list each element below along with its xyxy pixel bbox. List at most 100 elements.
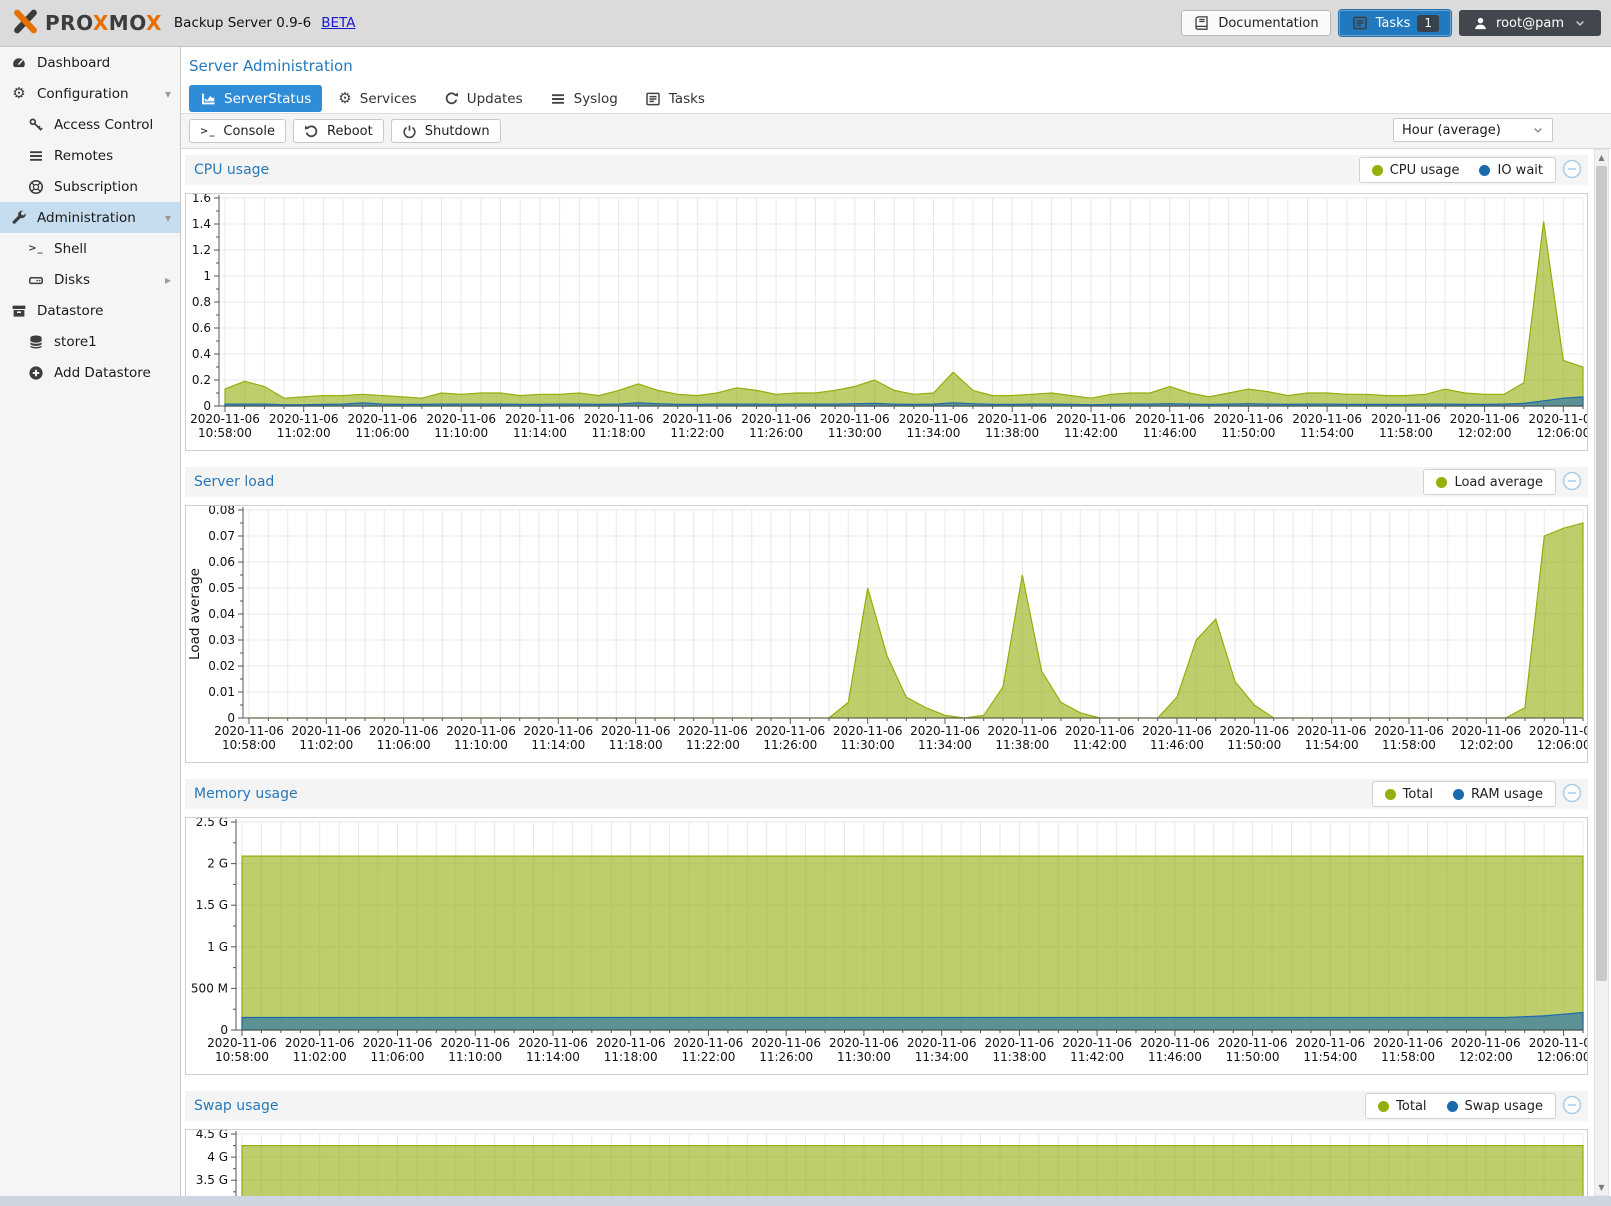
svg-text:11:18:00: 11:18:00 xyxy=(609,738,663,752)
svg-text:0.2: 0.2 xyxy=(192,373,211,387)
legend: Total Swap usage xyxy=(1365,1093,1556,1119)
panel-title: CPU usage xyxy=(194,162,270,178)
svg-text:1.4: 1.4 xyxy=(192,217,211,231)
list-icon xyxy=(27,148,45,164)
book-icon xyxy=(1193,15,1211,31)
caret-down-icon[interactable]: ▾ xyxy=(164,210,171,225)
svg-text:11:50:00: 11:50:00 xyxy=(1227,738,1281,752)
svg-text:11:06:00: 11:06:00 xyxy=(371,1050,425,1064)
svg-text:11:50:00: 11:50:00 xyxy=(1226,1050,1280,1064)
sidebar-item-label: store1 xyxy=(54,333,97,350)
svg-text:2020-11-06: 2020-11-06 xyxy=(741,412,811,426)
chevron-down-icon xyxy=(1571,17,1589,29)
sidebar-item-disks[interactable]: Disks ▸ xyxy=(0,264,180,295)
tab-serverstatus[interactable]: ServerStatus xyxy=(189,85,323,112)
user-menu-button[interactable]: root@pam xyxy=(1459,10,1601,36)
database-icon xyxy=(27,334,45,350)
sidebar-item-shell[interactable]: >_ Shell xyxy=(0,233,180,264)
wrench-icon xyxy=(10,210,28,226)
svg-text:12:02:00: 12:02:00 xyxy=(1459,1050,1513,1064)
svg-text:2020-11-06: 2020-11-06 xyxy=(1056,412,1126,426)
vertical-scrollbar[interactable]: ▲ ▼ xyxy=(1594,149,1609,1196)
legend-dot-icon xyxy=(1479,164,1491,176)
scrollbar-thumb[interactable] xyxy=(1596,166,1607,981)
sidebar-item-add-datastore[interactable]: Add Datastore xyxy=(0,357,180,388)
svg-text:2020-11-06: 2020-11-06 xyxy=(369,724,439,738)
caret-down-icon[interactable]: ▾ xyxy=(164,86,171,101)
panel-title: Server load xyxy=(194,474,275,490)
sidebar-item-store1[interactable]: store1 xyxy=(0,326,180,357)
scroll-up-icon[interactable]: ▲ xyxy=(1598,153,1605,162)
svg-text:0: 0 xyxy=(220,1023,228,1037)
svg-text:11:14:00: 11:14:00 xyxy=(531,738,585,752)
scroll-down-icon[interactable]: ▼ xyxy=(1598,1183,1605,1192)
svg-text:11:46:00: 11:46:00 xyxy=(1148,1050,1202,1064)
svg-text:11:30:00: 11:30:00 xyxy=(837,1050,891,1064)
console-button[interactable]: >_ Console xyxy=(189,119,286,143)
sidebar-item-label: Remotes xyxy=(54,147,114,164)
terminal-icon: >_ xyxy=(200,125,216,137)
sidebar-item-configuration[interactable]: ⚙ Configuration ▾ xyxy=(0,78,180,109)
svg-text:0.05: 0.05 xyxy=(208,581,235,595)
tab-updates[interactable]: Updates xyxy=(433,85,534,112)
hdd-icon xyxy=(27,272,45,288)
memory-usage-panel: Memory usage Total RAM usage 0 500 M 1 G 1.5… xyxy=(185,779,1588,1075)
tasks-button[interactable]: Tasks 1 xyxy=(1338,10,1452,36)
tab-services[interactable]: ⚙ Services xyxy=(327,85,427,112)
svg-text:2020-11-06: 2020-11-06 xyxy=(1135,412,1205,426)
svg-text:2020-11-06: 2020-11-06 xyxy=(1371,412,1441,426)
svg-text:2020-11-06: 2020-11-06 xyxy=(977,412,1047,426)
sidebar-item-datastore[interactable]: Datastore xyxy=(0,295,180,326)
svg-text:2020-11-06: 2020-11-06 xyxy=(1295,1036,1365,1050)
terminal-icon: >_ xyxy=(28,243,44,254)
svg-text:2020-11-06: 2020-11-06 xyxy=(1065,724,1135,738)
svg-text:2020-11-06: 2020-11-06 xyxy=(674,1036,744,1050)
sidebar-item-access-control[interactable]: Access Control xyxy=(0,109,180,140)
svg-text:2020-11-06: 2020-11-06 xyxy=(1218,1036,1288,1050)
svg-text:2020-11-06: 2020-11-06 xyxy=(1062,1036,1132,1050)
svg-text:2020-11-06: 2020-11-06 xyxy=(1374,724,1444,738)
sidebar-item-dashboard[interactable]: Dashboard xyxy=(0,47,180,78)
svg-text:2020-11-06: 2020-11-06 xyxy=(426,412,496,426)
shutdown-label: Shutdown xyxy=(424,123,490,139)
collapse-icon[interactable] xyxy=(1562,159,1582,179)
time-range-select[interactable]: Hour (average) xyxy=(1393,118,1553,142)
svg-text:2020-11-06: 2020-11-06 xyxy=(440,1036,510,1050)
legend-dot-icon xyxy=(1384,788,1396,800)
svg-text:2020-11-06: 2020-11-06 xyxy=(363,1036,433,1050)
svg-text:1: 1 xyxy=(203,269,211,283)
svg-text:2020-11-06: 2020-11-06 xyxy=(820,412,890,426)
svg-text:500 M: 500 M xyxy=(191,981,228,995)
documentation-button[interactable]: Documentation xyxy=(1181,10,1331,36)
tab-tasks[interactable]: Tasks xyxy=(634,85,716,112)
svg-text:2020-11-06: 2020-11-06 xyxy=(518,1036,588,1050)
tasks-icon xyxy=(645,91,661,107)
sidebar-item-administration[interactable]: Administration ▾ xyxy=(0,202,180,233)
svg-text:11:34:00: 11:34:00 xyxy=(918,738,972,752)
collapse-icon[interactable] xyxy=(1562,471,1582,491)
sidebar-item-subscription[interactable]: Subscription xyxy=(0,171,180,202)
svg-text:11:06:00: 11:06:00 xyxy=(377,738,431,752)
svg-text:11:42:00: 11:42:00 xyxy=(1070,1050,1124,1064)
svg-text:2020-11-06: 2020-11-06 xyxy=(214,724,284,738)
svg-text:0.02: 0.02 xyxy=(208,659,235,673)
collapse-icon[interactable] xyxy=(1562,783,1582,803)
beta-link[interactable]: BETA xyxy=(321,15,356,31)
legend-item: Total xyxy=(1378,1099,1427,1114)
tachometer-icon xyxy=(10,55,28,71)
svg-text:11:06:00: 11:06:00 xyxy=(355,426,409,440)
collapse-icon[interactable] xyxy=(1562,1095,1582,1115)
sidebar-item-remotes[interactable]: Remotes xyxy=(0,140,180,171)
reboot-button[interactable]: Reboot xyxy=(293,119,384,143)
sidebar-item-label: Configuration xyxy=(37,85,129,102)
tab-syslog[interactable]: Syslog xyxy=(539,85,629,112)
legend-item: IO wait xyxy=(1479,163,1543,178)
svg-text:12:02:00: 12:02:00 xyxy=(1458,426,1512,440)
svg-text:11:54:00: 11:54:00 xyxy=(1305,738,1359,752)
svg-text:2020-11-06: 2020-11-06 xyxy=(1451,1036,1521,1050)
svg-text:0.08: 0.08 xyxy=(208,506,235,517)
svg-text:2020-11-06: 2020-11-06 xyxy=(987,724,1057,738)
shutdown-button[interactable]: Shutdown xyxy=(390,119,501,143)
caret-right-icon[interactable]: ▸ xyxy=(164,272,171,287)
tabbar: ServerStatus ⚙ Services Updates Syslog Tasks xyxy=(181,80,1611,114)
